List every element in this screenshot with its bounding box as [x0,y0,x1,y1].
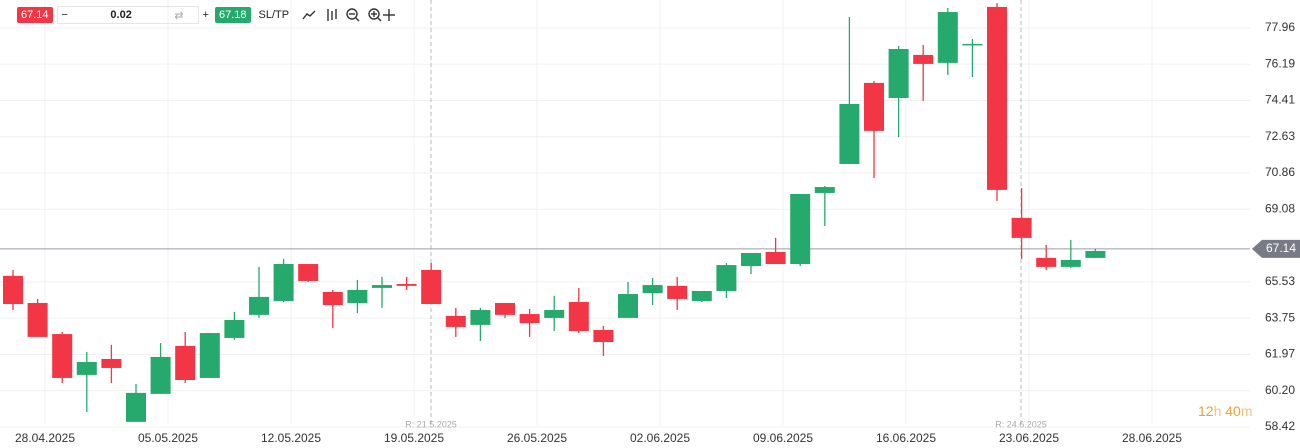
y-tick-label: 58.42 [1265,419,1295,433]
candle-body [52,334,73,378]
y-tick-label: 69.08 [1265,201,1295,215]
candle-body [519,314,540,324]
candle-body [790,193,811,265]
candle-body [76,362,97,375]
candle-body [962,43,983,46]
swap-icon[interactable]: ⇄ [174,9,184,22]
candle-body [716,265,737,291]
y-tick-label: 70.86 [1265,165,1295,179]
candle-body [618,294,638,318]
candle-body [691,290,712,301]
annotation-label: R: 21.5.2025 [405,419,457,429]
candle-body [937,12,958,63]
candle-body [126,392,146,422]
annotation-label: R: 24.6.2025 [995,419,1047,429]
y-tick-label: 65.53 [1265,274,1295,288]
x-tick-label: 26.05.2025 [507,431,567,445]
price-tag-label: 67.14 [1266,241,1296,255]
candle-body [544,309,565,318]
candle-body [913,54,934,64]
candle-body [864,82,884,131]
candle-body [101,358,122,368]
candle-body [1060,259,1081,267]
x-tick-label: 28.06.2025 [1122,431,1182,445]
y-tick-label: 72.63 [1265,129,1295,143]
quantity[interactable]: 0.02 [110,9,132,21]
x-tick-label: 02.06.2025 [630,431,690,445]
minus-button[interactable]: − [61,9,68,21]
candle-body [3,275,23,305]
candle-body [298,264,319,281]
x-tick-label: 12.05.2025 [261,431,321,445]
candle-body [347,289,368,304]
candle-body [150,356,171,394]
tool-icons [302,8,396,22]
candle-body [175,345,196,381]
y-tick-label: 74.41 [1265,93,1295,107]
timer-hours: 12 [1198,403,1214,419]
candle-body [322,291,343,306]
candle-body [224,319,245,338]
candle-body [814,187,835,193]
candle-body [741,252,761,267]
x-tick-label: 09.06.2025 [753,431,813,445]
buy-button[interactable]: 67.18 [214,7,251,23]
x-tick-label: 28.04.2025 [15,431,75,445]
sltp-button[interactable]: SL/TP [258,9,290,21]
candle-body [421,269,442,305]
timer-minutes: 40 [1225,403,1241,419]
x-tick-label: 05.05.2025 [138,431,198,445]
plus-button[interactable]: + [202,9,209,21]
y-tick-label: 61.97 [1265,347,1295,361]
candle-body [470,309,491,325]
candle-body [1036,257,1057,267]
candle-body [888,49,909,99]
candle-body [396,284,417,286]
y-tick-label: 60.20 [1265,383,1295,397]
timer-h: h [1213,403,1222,419]
zoom-out-icon[interactable] [346,8,360,22]
timer-m: m [1240,403,1253,419]
candle-body [495,303,515,315]
candle-body [1011,217,1032,238]
quantity-box: − 0.02 ⇄ [56,6,199,24]
x-tick-label: 19.05.2025 [384,431,444,445]
candle-body [372,285,392,288]
y-tick-label: 76.19 [1265,56,1295,70]
candle-icon[interactable] [327,9,337,21]
price-tag [1252,239,1300,258]
x-tick-label: 16.06.2025 [876,431,936,445]
candle-body [445,315,466,327]
x-tick-label: 23.06.2025 [999,431,1059,445]
y-tick-label: 63.75 [1265,310,1295,324]
timer: 12h 40m [1198,403,1253,419]
candle-body [1085,250,1106,258]
candle-body [273,264,294,301]
candle-body [765,251,786,265]
candle-body [593,329,614,343]
pan-icon[interactable] [383,9,396,21]
candle-body [249,296,269,315]
candle-body [839,103,860,164]
candle-body [199,333,220,378]
candle-body [987,6,1007,190]
zoom-in-icon[interactable] [368,8,382,22]
line-icon[interactable] [302,10,316,20]
candle-body [27,303,48,337]
candle-body [568,302,589,331]
sell-button[interactable]: 67.14 [17,7,53,23]
y-tick-label: 77.96 [1265,20,1295,34]
candle-body [642,285,663,294]
toolbar: 67.14 − 0.02 ⇄ + 67.18 SL/TP [17,5,397,25]
candle-body [667,285,688,299]
